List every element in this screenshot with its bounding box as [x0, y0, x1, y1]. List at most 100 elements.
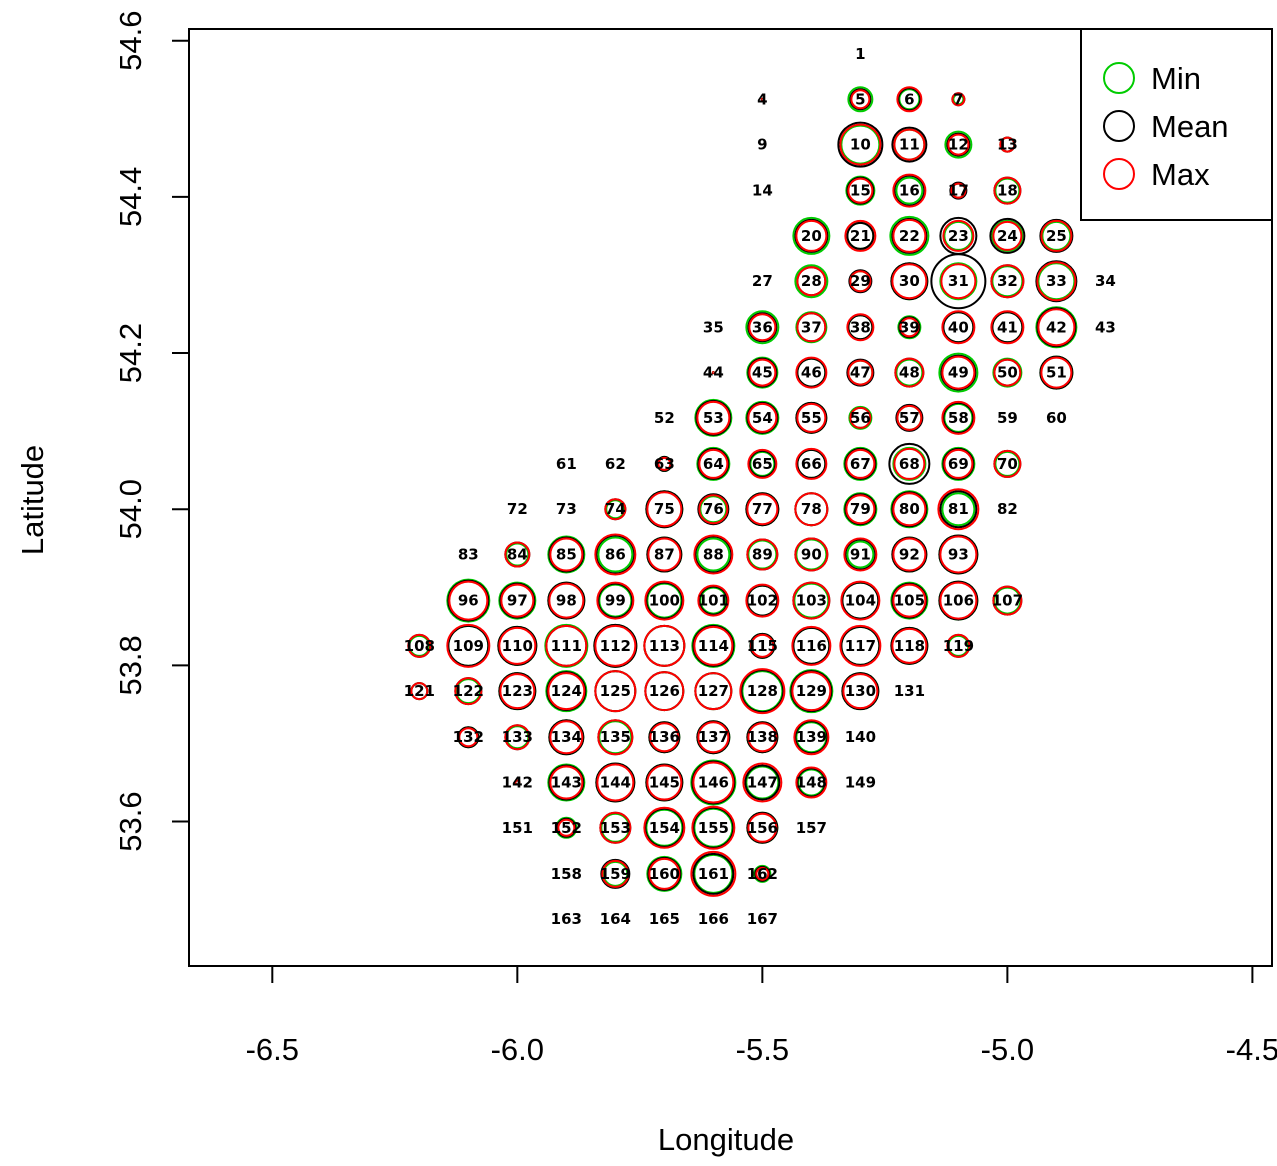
max-circle [594, 624, 637, 667]
grid-cell-label: 111 [551, 637, 582, 655]
grid-cell-97: 97 [498, 581, 537, 620]
max-circle [646, 491, 683, 528]
grid-cell-166: 166 [698, 910, 729, 928]
grid-cell-146: 146 [690, 759, 737, 806]
y-tick-label: 53.6 [113, 791, 148, 851]
grid-cell-75: 75 [645, 490, 684, 529]
min-circle [941, 492, 976, 527]
grid-cell-52: 52 [654, 409, 675, 427]
grid-cell-128: 128 [739, 668, 786, 715]
grid-cell-10: 10 [837, 121, 884, 168]
grid-cell-9: 9 [757, 136, 767, 154]
grid-cell-131: 131 [894, 682, 925, 700]
grid-cell-label: 130 [845, 682, 876, 700]
max-circle [746, 493, 779, 526]
max-circle [747, 812, 778, 843]
max-circle [951, 92, 966, 107]
mean-circle [744, 764, 781, 801]
grid-cell-24: 24 [989, 217, 1026, 254]
grid-cell-108: 108 [404, 633, 435, 658]
max-circle [893, 128, 926, 161]
max-circle [594, 533, 637, 576]
grid-cell-label: 126 [649, 682, 680, 700]
grid-cell-label: 80 [899, 500, 920, 518]
max-circle [454, 677, 483, 706]
grid-cell-73: 73 [556, 500, 577, 518]
grid-cell-78: 78 [794, 492, 829, 527]
grid-cell-label: 133 [502, 728, 533, 746]
grid-cell-label: 131 [894, 682, 925, 700]
grid-cell-label: 39 [899, 318, 920, 336]
grid-cell-label: 72 [507, 500, 528, 518]
grid-cell-104: 104 [840, 580, 881, 621]
grid-cell-165: 165 [649, 910, 680, 928]
max-circle [892, 537, 927, 572]
grid-cell-label: 47 [850, 364, 871, 382]
min-circle [889, 215, 930, 256]
grid-cell-label: 134 [551, 728, 582, 746]
grid-cell-label: 56 [850, 409, 871, 427]
grid-cell-label: 79 [850, 500, 871, 518]
grid-cell-label: 165 [649, 910, 680, 928]
grid-cell-label: 45 [752, 364, 773, 382]
max-circle [646, 764, 683, 801]
grid-cell-167: 167 [747, 910, 778, 928]
mean-circle [939, 490, 978, 529]
grid-cell-76: 76 [697, 493, 730, 526]
max-circle [990, 264, 1025, 299]
grid-cell-63: 63 [654, 455, 675, 473]
grid-cell-53: 53 [694, 398, 733, 437]
grid-cell-22: 22 [889, 215, 930, 256]
max-circle [448, 580, 489, 621]
grid-cell-label: 155 [698, 819, 729, 837]
grid-cell-62: 62 [605, 455, 626, 473]
grid-cell-label: 36 [752, 318, 773, 336]
max-circle [648, 857, 681, 890]
grid-cell-4: 4 [757, 90, 767, 108]
grid-cell-label: 46 [801, 364, 822, 382]
grid-cell-label: 30 [899, 272, 920, 290]
grid-cell-label: 140 [845, 728, 876, 746]
grid-cell-label: 105 [894, 592, 925, 610]
grid-cell-label: 148 [796, 774, 827, 792]
max-circle [939, 581, 978, 620]
grid-cell-48: 48 [894, 357, 925, 388]
grid-cell-label: 58 [948, 409, 969, 427]
legend-label-mean: Mean [1151, 109, 1229, 144]
grid-cell-label: 75 [654, 500, 675, 518]
max-circle [694, 672, 733, 711]
grid-cell-27: 27 [752, 272, 773, 290]
grid-cell-152: 152 [551, 816, 582, 839]
grid-cell-67: 67 [843, 446, 878, 481]
grid-cell-44: 44 [703, 364, 724, 382]
max-circle [549, 765, 584, 800]
max-circle [849, 270, 872, 293]
grid-cell-label: 41 [997, 318, 1018, 336]
grid-cell-label: 78 [801, 500, 822, 518]
grid-cell-85: 85 [547, 535, 586, 574]
mean-circle [930, 253, 987, 310]
grid-cell-43: 43 [1095, 318, 1116, 336]
grid-cell-label: 24 [997, 227, 1018, 245]
grid-cell-88: 88 [693, 534, 734, 575]
grid-cell-55: 55 [795, 401, 828, 434]
grid-cell-label: 125 [600, 682, 631, 700]
max-circle [458, 727, 479, 748]
max-circle [892, 583, 927, 618]
max-circle [604, 498, 627, 521]
max-circle [693, 625, 734, 666]
max-circle [748, 358, 777, 387]
x-tick-label: -4.5 [1226, 1032, 1277, 1067]
grid-cell-label: 31 [948, 272, 969, 290]
max-circle [1040, 356, 1073, 389]
legend-marker-min [1103, 62, 1135, 94]
max-circle [547, 672, 586, 711]
grid-cell-79: 79 [843, 492, 878, 527]
grid-cell-label: 21 [850, 227, 871, 245]
grid-cell-label: 42 [1046, 318, 1067, 336]
grid-cell-154: 154 [643, 806, 686, 849]
grid-cell-label: 142 [502, 774, 533, 792]
max-circle [947, 133, 970, 156]
